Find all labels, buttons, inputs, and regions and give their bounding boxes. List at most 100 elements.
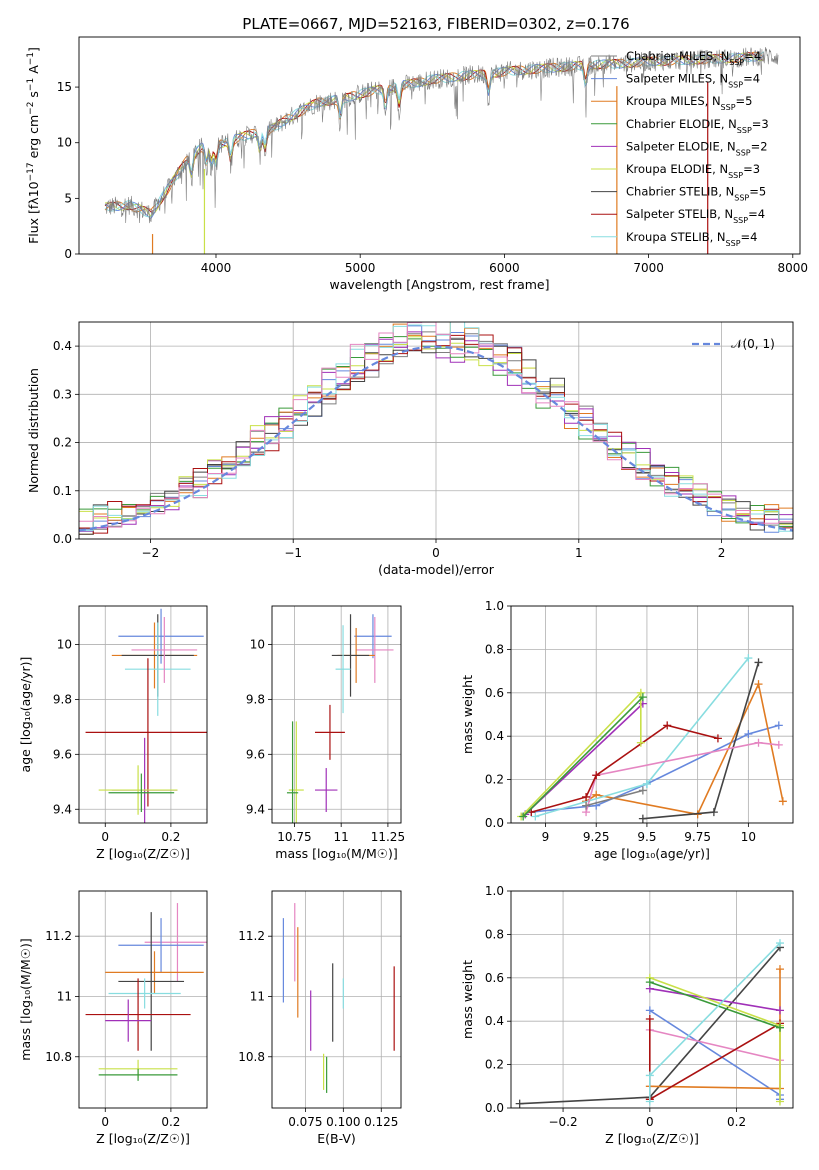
legend-name: Salpeter ELODIE, N	[626, 139, 736, 153]
x-tick-label: 4000	[201, 261, 232, 275]
legend-n: =5	[749, 185, 766, 199]
weight-line-pink	[649, 1029, 781, 1062]
x-tick-label: −0.2	[548, 1115, 577, 1129]
x-tick-label: 10	[741, 830, 756, 844]
weight-marker-chabrier_elodie	[775, 1023, 784, 1032]
weight-marker-chabrier_stelib	[709, 808, 718, 817]
y-tick-label: 0.4	[485, 729, 504, 743]
y-label-part: erg cm	[26, 115, 41, 163]
weight-marker-kroupa_stelib	[531, 812, 540, 821]
weight-marker-kroupa_miles	[592, 790, 601, 799]
x-axis-label: mass [log₁₀(M/M☉)]	[275, 846, 397, 861]
legend-entry: Salpeter ELODIE, NSSP=2	[626, 139, 768, 157]
y-tick-label: 10	[250, 637, 265, 651]
y-axis-label: mass weight	[460, 675, 475, 754]
y-tick-label: 0.0	[485, 1101, 504, 1115]
y-label-part: 10	[26, 181, 41, 197]
legend-n: =4	[748, 207, 765, 221]
legend-entry: Chabrier ELODIE, NSSP=3	[626, 117, 769, 135]
panel-spectrum: 4000 5000 6000 7000 8000 0 5 10 15 wavelength [An…	[26, 36, 808, 292]
weight-marker-chabrier_elodie	[638, 693, 647, 702]
y-tick-label: 5	[64, 191, 72, 205]
weight-marker-chabrier_elodie	[645, 978, 654, 987]
y-label-part: A	[26, 65, 41, 78]
weight-marker-salpeter_stelib	[592, 771, 601, 780]
y-tick-label: 0.8	[485, 642, 504, 656]
weight-marker-kroupa_stelib	[642, 779, 651, 788]
axes-frame	[510, 890, 794, 1109]
weight-marker-chabrier_elodie	[519, 812, 528, 821]
legend-sub: SSP	[734, 193, 749, 202]
weight-marker-chabrier_stelib	[638, 814, 647, 823]
x-tick-label: 6000	[489, 261, 520, 275]
panel-z-age: 0 0.2 9.4 9.6 9.8 10 Z [log₁₀(Z/Z☉)] age [log₁₀…	[18, 605, 208, 861]
legend-sub: SSP	[726, 238, 741, 247]
legend-sub: SSP	[721, 103, 736, 112]
legend-name: Chabrier STELIB, N	[626, 185, 734, 199]
weight-marker-kroupa_stelib	[645, 1097, 654, 1106]
legend-entry: Salpeter MILES, NSSP=4	[626, 72, 760, 90]
weight-marker-salpeter_stelib	[713, 734, 722, 743]
weight-marker-chabrier_miles	[582, 801, 591, 810]
y-tick-label: 0.0	[485, 816, 504, 830]
legend-entry: Salpeter STELIB, NSSP=4	[626, 207, 765, 225]
weight-line-chabrier_elodie	[522, 696, 644, 818]
legend-entry: Kroupa ELODIE, NSSP=3	[626, 162, 760, 180]
x-tick-label: 0.2	[161, 830, 180, 844]
axes-frame	[510, 605, 794, 824]
x-tick-label: 5000	[345, 261, 376, 275]
weight-marker-kroupa_elodie	[775, 1097, 784, 1106]
weight-marker-pink	[774, 740, 783, 749]
weight-marker-salpeter_miles	[774, 721, 783, 730]
plot-area-mass-age	[272, 606, 401, 823]
x-axis-label: Z [log₁₀(Z/Z☉)]	[605, 1131, 699, 1146]
legend-n: =4	[743, 72, 760, 86]
weight-marker-pink	[754, 738, 763, 747]
legend-sub: SSP	[729, 58, 744, 67]
y-tick-label: 10	[57, 136, 72, 150]
y-label-part: λ	[26, 197, 41, 205]
weight-marker-kroupa_stelib	[775, 939, 784, 948]
axes-frame	[271, 605, 402, 824]
legend-entry: Kroupa STELIB, NSSP=4	[626, 230, 757, 248]
legend-n: =4	[744, 49, 761, 63]
y-tick-label: 9.8	[53, 692, 72, 706]
y-tick-label: 10.8	[45, 1050, 72, 1064]
y-label-part: Flux [f	[26, 204, 41, 244]
figure-title: PLATE=0667, MJD=52163, FIBERID=0302, z=0…	[242, 15, 629, 33]
x-tick-label: 1	[575, 546, 583, 560]
y-tick-label: 0.4	[53, 339, 72, 353]
y-tick-label: 11	[250, 989, 265, 1003]
y-axis-label: age [log₁₀(age/yr)]	[18, 657, 33, 773]
y-axis-label: mass weight	[460, 960, 475, 1039]
panel-z-weight: −0.2 0 0.2 0.0 0.2 0.4 0.6 0.8 1.0 Z [log₁₀(Z/Z☉)…	[460, 884, 794, 1146]
x-tick-label: 0.125	[364, 1115, 398, 1129]
legend-sub: SSP	[737, 125, 752, 134]
x-tick-label: 9.5	[637, 830, 656, 844]
y-tick-label: 0	[64, 247, 72, 261]
legend-name: Kroupa ELODIE, N	[626, 162, 728, 176]
panel-z-mass: 0 0.2 10.8 11 11.2 Z [log₁₀(Z/Z☉)] mass [log₁₀…	[18, 890, 208, 1146]
y-tick-label: 1.0	[485, 884, 504, 898]
y-tick-label: 0.8	[485, 927, 504, 941]
y-tick-label: 11.2	[45, 929, 72, 943]
y-label-part: ]	[26, 47, 41, 52]
panel-age-weight: 9 9.25 9.5 9.75 10 0.0 0.2 0.4 0.6 0.8 1.0 age [log…	[460, 599, 794, 861]
weight-marker-salpeter_stelib	[582, 792, 591, 801]
plot-area-age-weight	[511, 606, 793, 823]
histogram-salpeter_elodie	[79, 331, 793, 532]
panel-mass-age: 10.75 11 11.25 9.4 9.6 9.8 10 mass [log₁₀(M/M☉)…	[246, 605, 405, 861]
legend-n: =2	[751, 139, 768, 153]
plot-area-residuals	[79, 322, 793, 539]
x-axis-label: wavelength [Angstrom, rest frame]	[329, 277, 549, 292]
y-axis-label: mass [log₁₀(M/M☉)]	[18, 938, 33, 1060]
weight-marker-kroupa_stelib	[645, 1071, 654, 1080]
histogram-pink	[79, 322, 793, 528]
x-tick-label: 11.25	[371, 830, 405, 844]
y-label-part: s	[26, 91, 41, 102]
observed-spectrum	[104, 47, 779, 224]
y-tick-label: 11	[57, 989, 72, 1003]
weight-marker-chabrier_stelib	[515, 1099, 524, 1108]
plot-area-spectrum	[104, 47, 779, 254]
x-tick-label: 0	[101, 830, 109, 844]
